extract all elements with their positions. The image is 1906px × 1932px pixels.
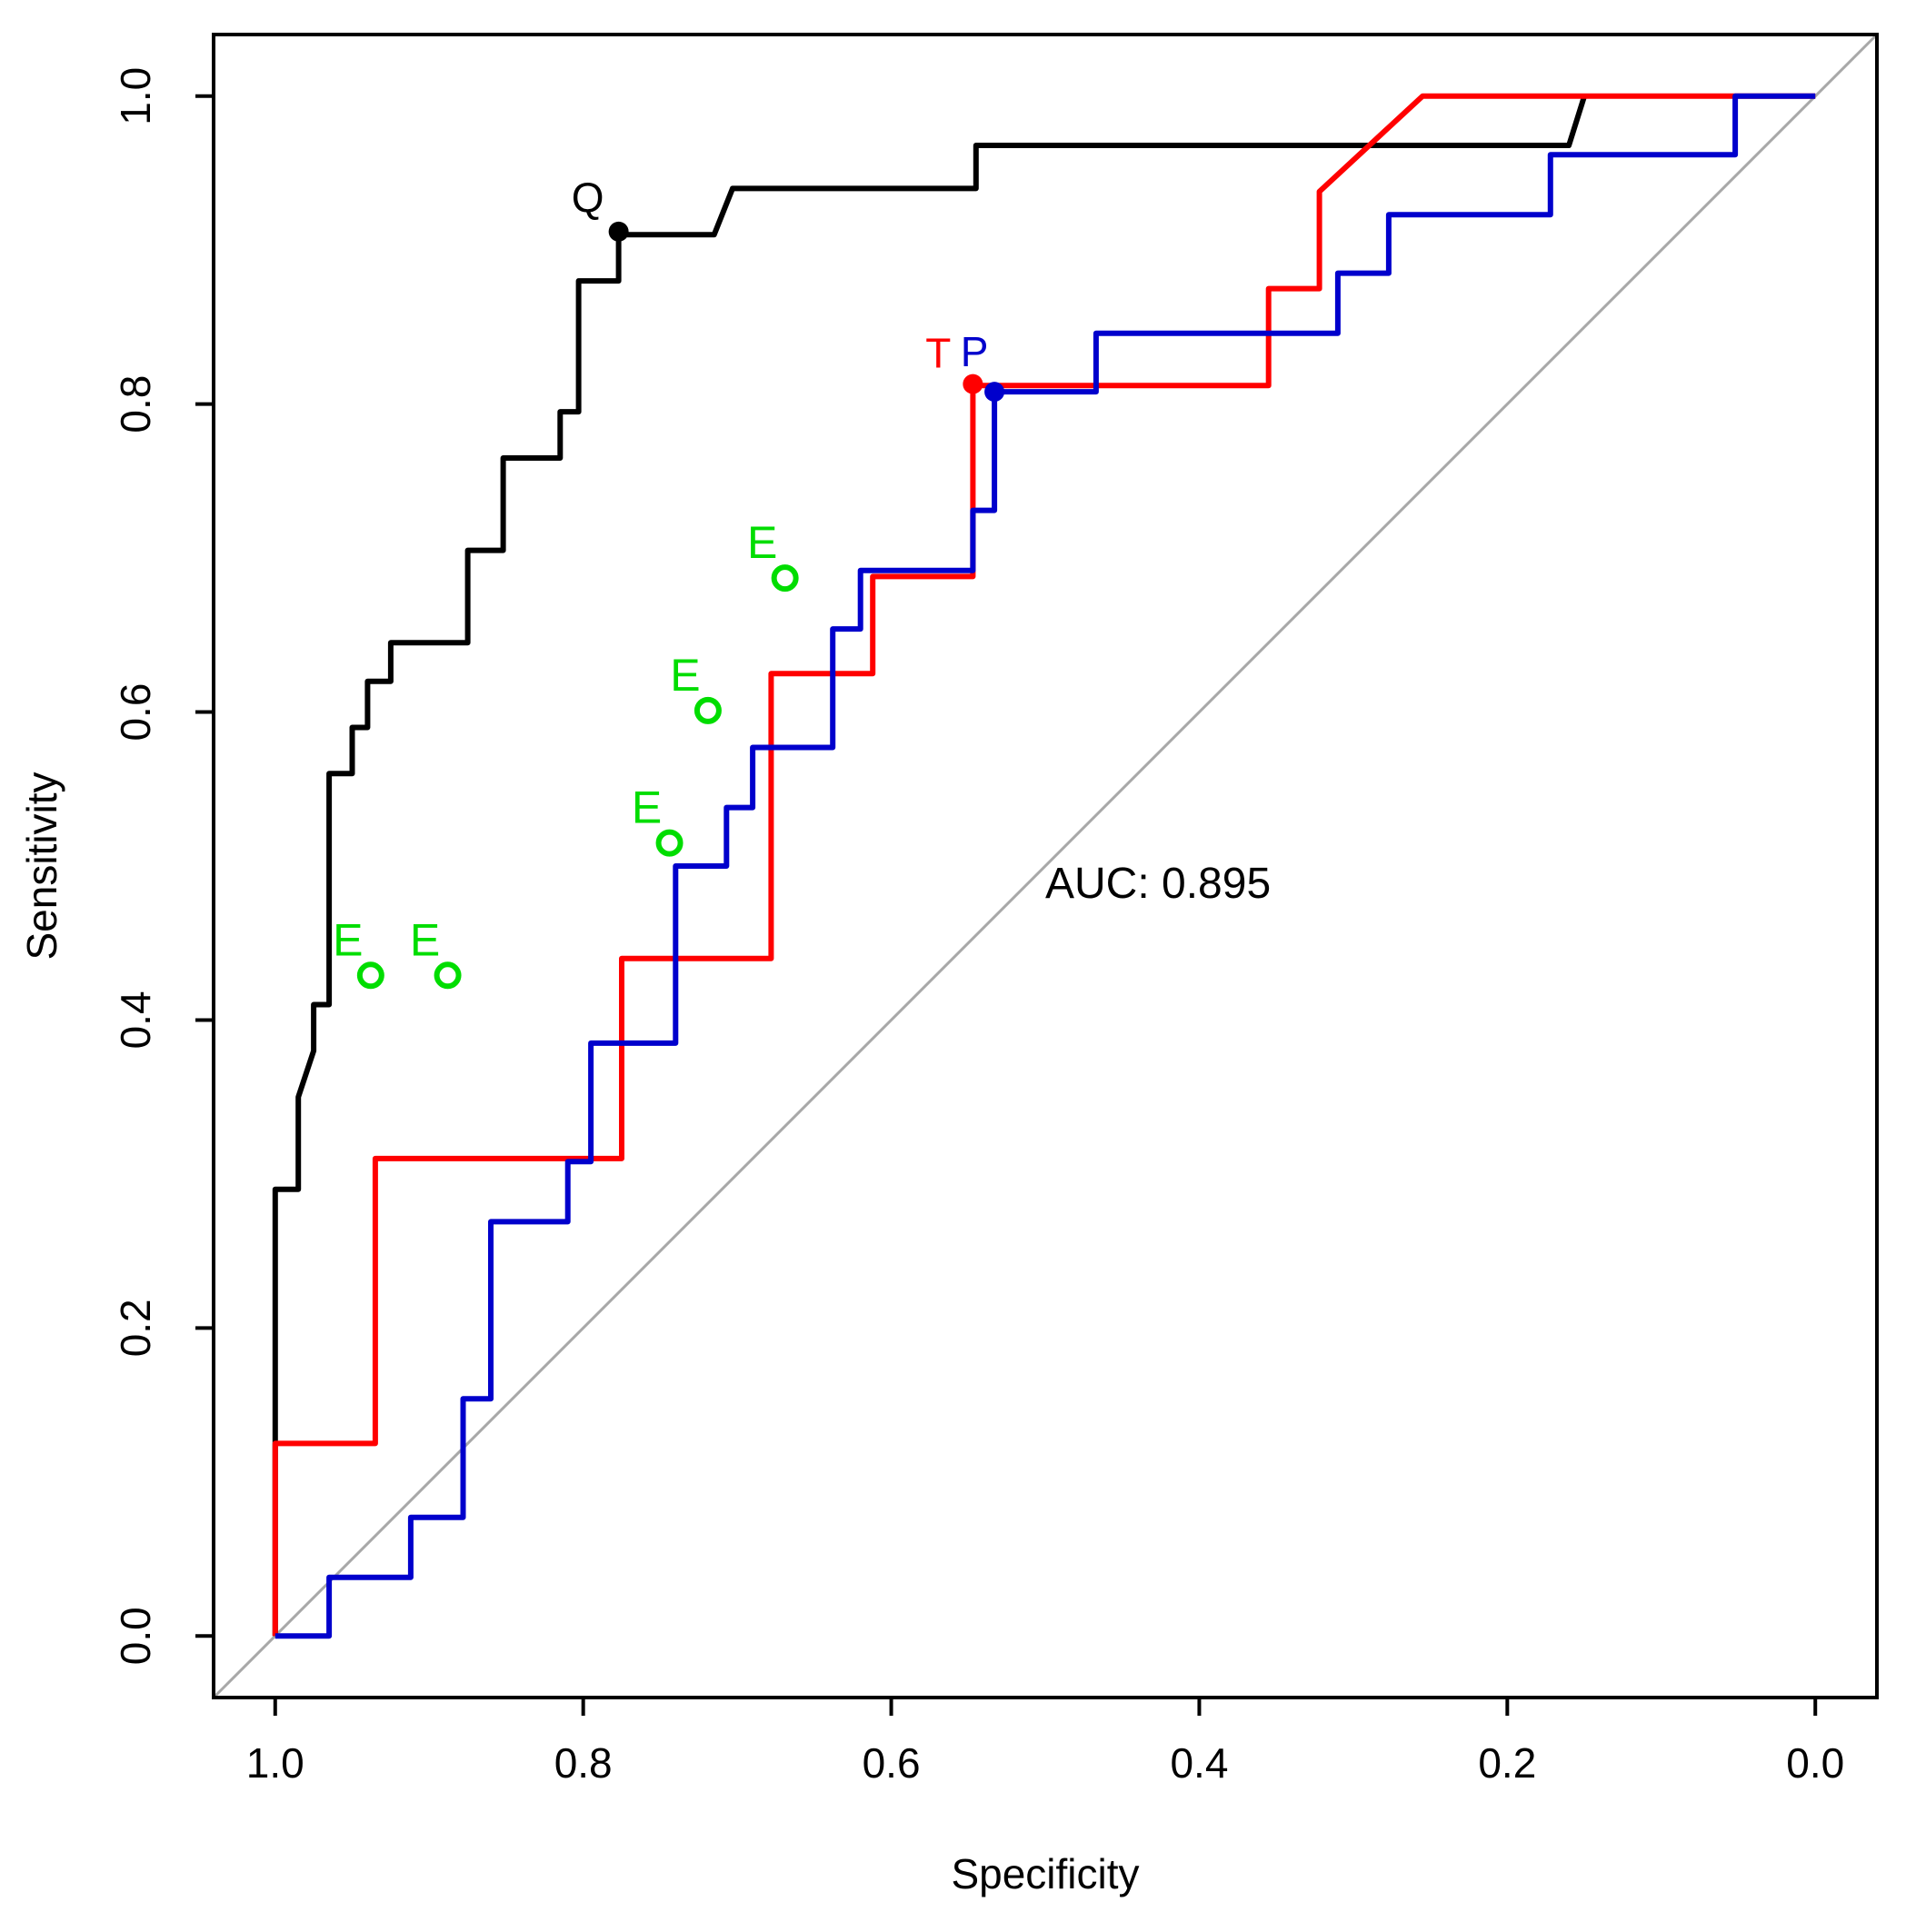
x-tick-label: 0.2 xyxy=(1478,1739,1536,1787)
point-label-P: P xyxy=(961,328,989,375)
y-tick-label: 0.0 xyxy=(112,1607,159,1665)
point-marker-E-7 xyxy=(771,564,799,593)
point-marker-E-3 xyxy=(356,961,384,990)
roc-series-red-curve xyxy=(272,93,1816,1637)
y-tick-label: 1.0 xyxy=(112,67,159,125)
y-axis-label: Sensitivity xyxy=(18,772,65,960)
y-axis: 0.0 0.2 0.4 0.6 0.8 1.0 xyxy=(112,67,215,1665)
x-axis-label: Specificity xyxy=(951,1850,1139,1897)
point-marker-E-6 xyxy=(694,696,722,724)
y-tick-label: 0.8 xyxy=(112,375,159,433)
roc-series-black-curve xyxy=(272,95,1587,1637)
point-label-T: T xyxy=(925,330,951,377)
x-tick-label: 0.0 xyxy=(1786,1739,1844,1787)
point-marker-Q xyxy=(608,221,629,242)
y-tick-label: 0.6 xyxy=(112,683,159,742)
point-label-E-6: E xyxy=(670,650,700,701)
y-tick-label: 0.4 xyxy=(112,991,159,1049)
point-label-E-4: E xyxy=(410,914,440,965)
point-marker-E-5 xyxy=(655,829,684,857)
diagonal-layer xyxy=(212,33,1879,1699)
point-label-E-7: E xyxy=(747,517,777,568)
point-label-E-5: E xyxy=(632,782,662,833)
x-tick-label: 0.4 xyxy=(1170,1739,1228,1787)
x-tick-label: 0.8 xyxy=(554,1739,613,1787)
point-marker-E-4 xyxy=(434,961,462,990)
x-tick-label: 1.0 xyxy=(246,1739,304,1787)
point-marker-T xyxy=(963,373,983,394)
point-label-Q: Q xyxy=(572,174,604,221)
x-tick-label: 0.6 xyxy=(863,1739,921,1787)
x-axis: 1.0 0.8 0.6 0.4 0.2 0.0 xyxy=(246,1696,1844,1787)
diagonal-reference-line xyxy=(212,33,1879,1699)
auc-annotation: AUC: 0.895 xyxy=(1045,860,1271,908)
series-layer xyxy=(272,93,1816,1639)
roc-series-blue-curve xyxy=(274,93,1816,1639)
y-tick-label: 0.2 xyxy=(112,1299,159,1357)
point-label-E-3: E xyxy=(333,914,363,965)
point-marker-P xyxy=(984,382,1005,403)
